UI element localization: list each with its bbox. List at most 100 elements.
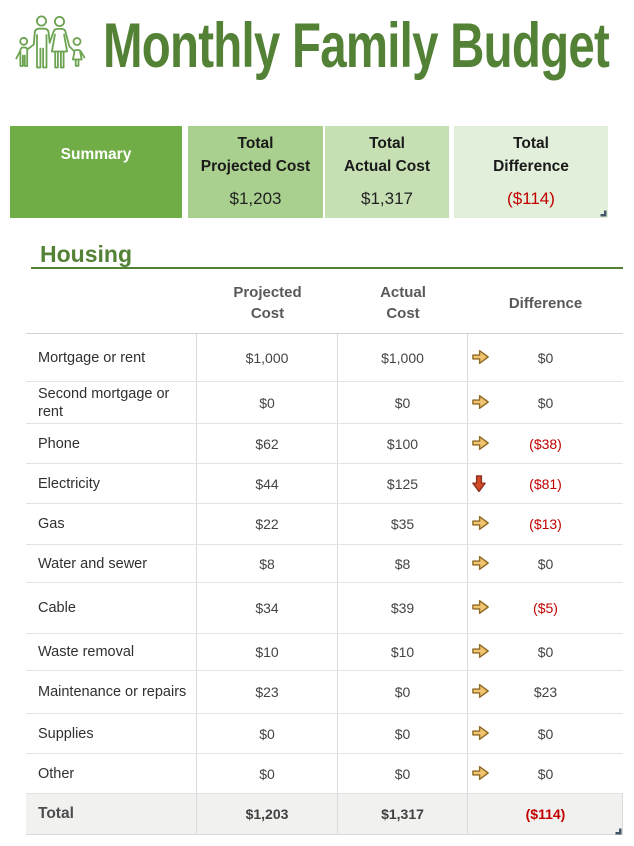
row-label: Other [26, 754, 197, 793]
difference-cell[interactable]: $0 [468, 382, 623, 423]
trend-right-icon [472, 435, 489, 450]
difference-cell[interactable]: $23 [468, 671, 623, 713]
difference-cell[interactable]: ($114) [468, 794, 623, 834]
row-label: Waste removal [26, 634, 197, 670]
row-label: Second mortgage or rent [26, 382, 197, 423]
projected-cost-cell[interactable]: $1,000 [197, 334, 338, 381]
projected-cost-cell[interactable]: $23 [197, 671, 338, 713]
resize-handle-icon[interactable] [615, 828, 622, 835]
row-label: Gas [26, 504, 197, 544]
trend-right-icon [472, 684, 489, 698]
actual-cost-cell[interactable]: $0 [338, 714, 468, 753]
actual-cost-cell[interactable]: $35 [338, 504, 468, 544]
difference-cell[interactable]: ($81) [468, 464, 623, 503]
table-row: Maintenance or repairs $23 $0 $23 [26, 671, 623, 714]
actual-cost-cell[interactable]: $125 [338, 464, 468, 503]
row-label: Phone [26, 424, 197, 463]
projected-cost-cell[interactable]: $44 [197, 464, 338, 503]
trend-right-icon [472, 644, 489, 658]
row-label: Cable [26, 583, 197, 633]
family-icon [15, 15, 86, 69]
difference-value: ($38) [529, 435, 562, 452]
projected-cost-cell[interactable]: $1,203 [197, 794, 338, 834]
projected-cost-cell[interactable]: $8 [197, 545, 338, 582]
difference-value: $0 [537, 644, 554, 660]
actual-cost-cell[interactable]: $0 [338, 382, 468, 423]
difference-value: ($5) [533, 600, 558, 616]
actual-cost-cell[interactable]: $100 [338, 424, 468, 463]
difference-cell[interactable]: $0 [468, 754, 623, 793]
difference-cell[interactable]: $0 [468, 714, 623, 753]
header-actual-cost: Actual Cost [380, 284, 426, 322]
actual-cost-cell[interactable]: $0 [338, 671, 468, 713]
resize-handle-icon[interactable] [600, 210, 607, 217]
difference-value: $0 [537, 555, 554, 572]
trend-right-icon [472, 394, 489, 409]
projected-cost-cell[interactable]: $62 [197, 424, 338, 463]
table-row: Cable $34 $39 ($5) [26, 583, 623, 634]
difference-value: $0 [537, 394, 554, 411]
table-body: Mortgage or rent $1,000 $1,000 $0 Second… [26, 333, 623, 835]
table-row: Mortgage or rent $1,000 $1,000 $0 [26, 334, 623, 382]
actual-cost-cell[interactable]: $10 [338, 634, 468, 670]
budget-table: Projected Cost Actual Cost Difference Mo… [26, 273, 623, 835]
summary-actual-label: Total Actual Cost [343, 135, 431, 175]
difference-cell[interactable]: ($13) [468, 504, 623, 544]
header-item [26, 273, 197, 333]
projected-cost-cell[interactable]: $22 [197, 504, 338, 544]
trend-right-icon [472, 516, 489, 530]
table-header-row: Projected Cost Actual Cost Difference [26, 273, 623, 333]
summary-projected-cell[interactable]: Total Projected Cost $1,203 [188, 126, 323, 218]
trend-down-icon [472, 474, 486, 492]
table-row: Supplies $0 $0 $0 [26, 714, 623, 754]
actual-cost-cell[interactable]: $8 [338, 545, 468, 582]
difference-value: $0 [537, 765, 554, 782]
difference-value: $23 [533, 684, 558, 700]
actual-cost-cell[interactable]: $1,000 [338, 334, 468, 381]
table-row: Second mortgage or rent $0 $0 $0 [26, 382, 623, 424]
trend-right-icon [472, 725, 489, 740]
actual-cost-cell[interactable]: $39 [338, 583, 468, 633]
difference-cell[interactable]: $0 [468, 634, 623, 670]
difference-cell[interactable]: $0 [468, 545, 623, 582]
difference-value: ($114) [525, 806, 566, 822]
row-label: Total [26, 794, 197, 834]
row-label: Maintenance or repairs [26, 671, 197, 713]
header-projected-cost: Projected Cost [233, 284, 302, 322]
section-title-rule [31, 267, 623, 269]
summary-difference-cell[interactable]: Total Difference ($114) [454, 126, 608, 218]
header-difference: Difference [508, 294, 583, 312]
projected-cost-cell[interactable]: $0 [197, 754, 338, 793]
actual-cost-cell[interactable]: $1,317 [338, 794, 468, 834]
projected-cost-cell[interactable]: $34 [197, 583, 338, 633]
trend-right-icon [472, 765, 489, 780]
table-row: Other $0 $0 $0 [26, 754, 623, 794]
page-title: Monthly Family Budget [103, 11, 610, 81]
row-label: Electricity [26, 464, 197, 503]
difference-cell[interactable]: $0 [468, 334, 623, 381]
summary-header-cell: Summary [10, 126, 182, 218]
table-row: Water and sewer $8 $8 $0 [26, 545, 623, 583]
summary-actual-cell[interactable]: Total Actual Cost $1,317 [325, 126, 449, 218]
summary-actual-value: $1,317 [361, 189, 413, 208]
section-title-housing: Housing [40, 241, 132, 267]
summary-difference-label: Total Difference [493, 135, 569, 175]
row-label: Water and sewer [26, 545, 197, 582]
projected-cost-cell[interactable]: $0 [197, 714, 338, 753]
table-row: Waste removal $10 $10 $0 [26, 634, 623, 671]
row-label: Mortgage or rent [26, 334, 197, 381]
summary-difference-value: ($114) [507, 189, 555, 208]
difference-value: ($81) [529, 475, 562, 492]
projected-cost-cell[interactable]: $0 [197, 382, 338, 423]
table-total-row: Total $1,203 $1,317 ($114) [26, 794, 623, 835]
difference-cell[interactable]: ($38) [468, 424, 623, 463]
trend-right-icon [472, 555, 489, 570]
actual-cost-cell[interactable]: $0 [338, 754, 468, 793]
difference-cell[interactable]: ($5) [468, 583, 623, 633]
summary-bar: Summary Total Projected Cost $1,203 Tota… [10, 126, 608, 218]
table-row: Electricity $44 $125 ($81) [26, 464, 623, 504]
summary-label: Summary [60, 146, 132, 164]
projected-cost-cell[interactable]: $10 [197, 634, 338, 670]
difference-value: $0 [537, 349, 554, 366]
